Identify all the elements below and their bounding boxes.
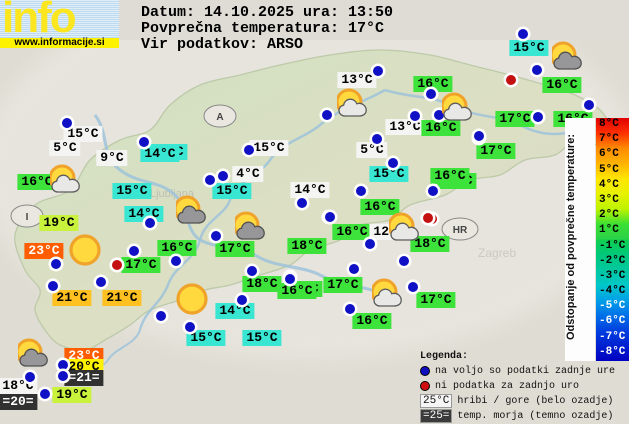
svg-text:HR: HR	[453, 225, 468, 236]
svg-text:I: I	[26, 212, 29, 223]
svg-text:A: A	[216, 112, 223, 123]
svg-text:Zagreb: Zagreb	[478, 246, 516, 260]
